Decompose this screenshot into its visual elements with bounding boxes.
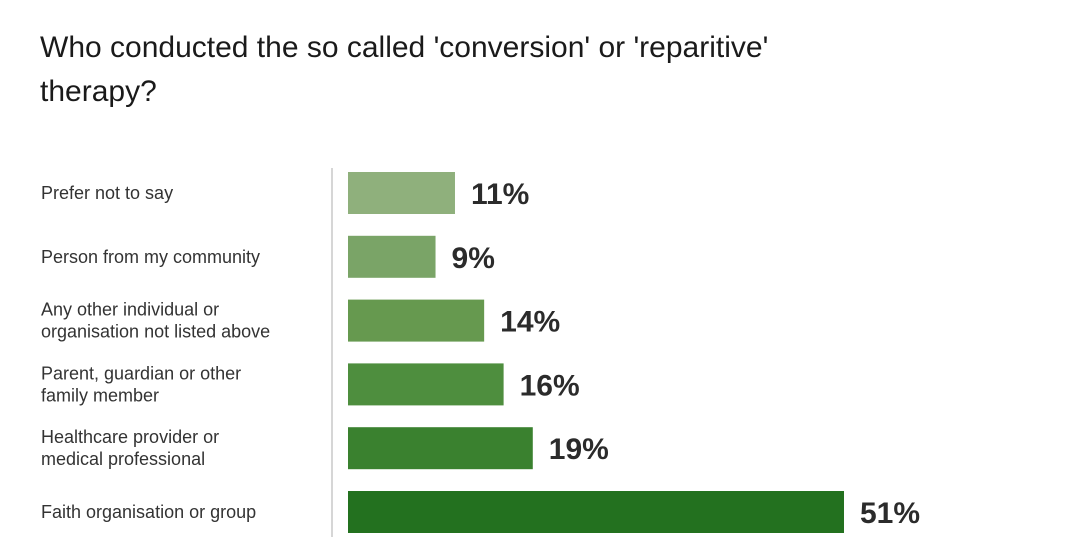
- bars-group: 11% Prefer not to say 9% Person from my com…: [41, 172, 920, 533]
- value-label-1: 9%: [452, 242, 495, 275]
- category-label-2: Any other individual or organisation not …: [41, 300, 270, 342]
- category-label-0: Prefer not to say: [41, 183, 173, 203]
- category-label-line: Any other individual or: [41, 300, 219, 320]
- category-label-line: family member: [41, 385, 159, 405]
- category-label-line: Faith organisation or group: [41, 502, 256, 522]
- bar-4: [348, 427, 533, 470]
- category-label-5: Faith organisation or group: [41, 502, 256, 522]
- category-label-1: Person from my community: [41, 247, 260, 267]
- category-label-line: Parent, guardian or other: [41, 363, 241, 383]
- category-label-3: Parent, guardian or other family member: [41, 363, 241, 405]
- bar-2: [348, 299, 485, 342]
- bar-3: [348, 363, 504, 406]
- value-label-4: 19%: [549, 433, 609, 466]
- bar-5: [348, 491, 844, 533]
- value-label-2: 14%: [500, 306, 560, 339]
- chart-title: Who conducted the so called 'conversion'…: [40, 31, 769, 108]
- bar-0: [348, 172, 455, 214]
- category-label-line: Healthcare provider or: [41, 427, 219, 447]
- bar-1: [348, 235, 436, 278]
- value-label-5: 51%: [860, 497, 920, 530]
- category-label-line: medical professional: [41, 449, 205, 469]
- category-label-4: Healthcare provider or medical profession…: [41, 427, 219, 469]
- category-label-line: Person from my community: [41, 247, 260, 267]
- value-label-0: 11%: [471, 178, 529, 211]
- category-label-line: organisation not listed above: [41, 322, 270, 342]
- value-label-3: 16%: [520, 369, 580, 402]
- category-label-line: Prefer not to say: [41, 183, 173, 203]
